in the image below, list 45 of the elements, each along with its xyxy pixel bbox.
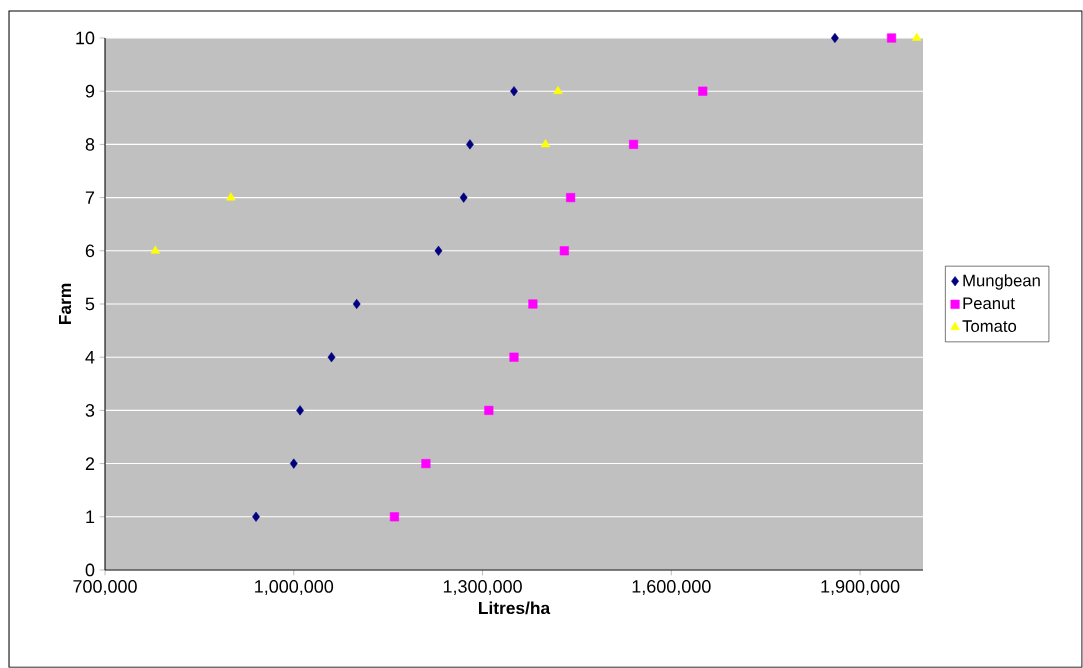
x-tick-label: 1,000,000 xyxy=(255,580,334,595)
point xyxy=(466,139,474,150)
y-tick-label: 3 xyxy=(85,404,95,417)
y-tick-label: 2 xyxy=(85,457,95,470)
point xyxy=(289,458,298,469)
point xyxy=(389,512,399,522)
y-tick-label: 6 xyxy=(85,244,95,258)
point xyxy=(150,245,160,254)
point xyxy=(629,139,639,149)
legend-label: Peanut xyxy=(963,297,1015,310)
point xyxy=(327,352,336,363)
y-tick-label: 7 xyxy=(85,191,95,204)
y-tick-label: 8 xyxy=(85,138,95,151)
y-tick-label: 0 xyxy=(85,563,95,577)
point xyxy=(698,86,708,96)
point xyxy=(352,298,361,310)
y-axis-title: Farm xyxy=(59,283,72,325)
y-tick-label: 10 xyxy=(76,31,95,45)
point xyxy=(912,32,922,41)
x-tick-label: 1,600,000 xyxy=(632,580,711,595)
point xyxy=(510,86,518,97)
x-tick-label: 1,900,000 xyxy=(821,580,900,595)
point xyxy=(566,193,576,203)
y-tick-label: 9 xyxy=(85,84,95,98)
point xyxy=(459,192,468,203)
point xyxy=(421,459,431,469)
point xyxy=(252,511,260,522)
y-tick-label: 1 xyxy=(86,510,95,524)
point xyxy=(887,33,897,43)
point xyxy=(540,139,551,148)
point xyxy=(553,85,563,95)
x-axis-title: Litres/ha xyxy=(479,601,551,615)
x-tick-label: 1,300,000 xyxy=(443,580,522,595)
point xyxy=(528,299,538,309)
point xyxy=(484,405,494,415)
y-tick-label: 4 xyxy=(85,351,95,364)
x-tick-label: 700,000 xyxy=(73,580,137,595)
point xyxy=(226,192,236,201)
legend-label: Tomato xyxy=(962,320,1017,333)
legend-label: Mungbean xyxy=(963,274,1040,290)
point xyxy=(296,405,304,416)
point xyxy=(434,245,443,256)
point xyxy=(559,246,569,256)
y-tick-label: 5 xyxy=(85,297,95,311)
point xyxy=(509,352,519,362)
